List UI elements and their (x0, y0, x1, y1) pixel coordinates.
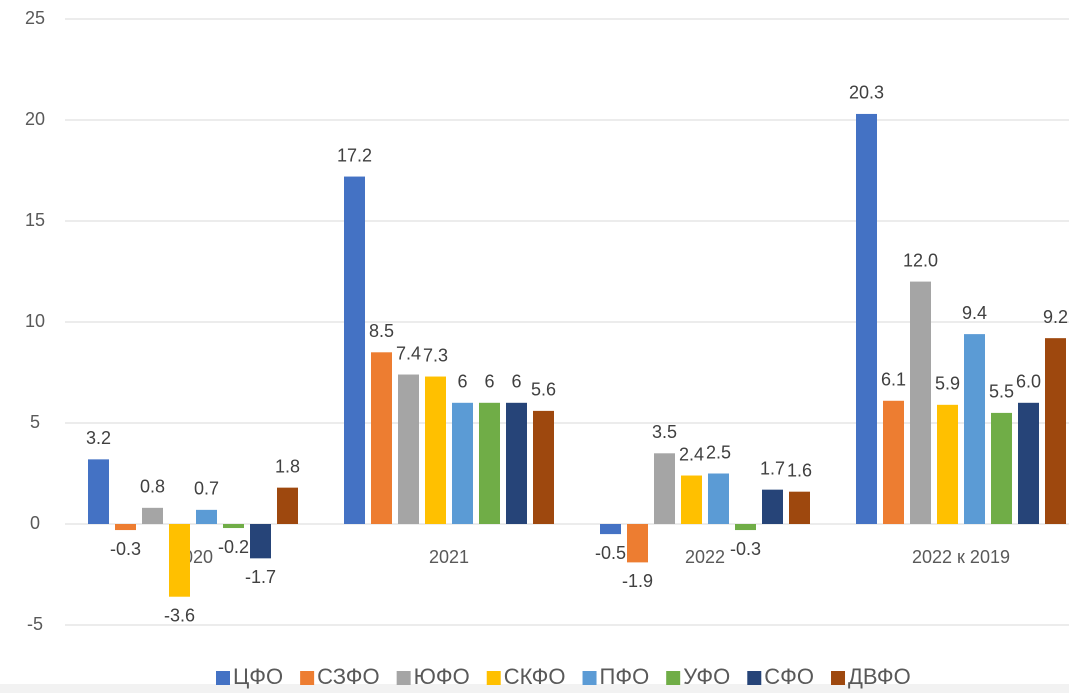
bar (964, 334, 985, 524)
legend-label: ЦФО (233, 664, 283, 689)
bar (425, 376, 446, 524)
legend-label: СЗФО (317, 664, 380, 689)
bar (681, 475, 702, 524)
bar (533, 410, 554, 524)
bar (600, 524, 621, 535)
data-label: -3.6 (164, 605, 195, 625)
bottom-strip (0, 684, 1069, 693)
data-label: -0.2 (218, 537, 249, 557)
legend-label: УФО (683, 664, 730, 689)
data-label: 6.1 (881, 370, 906, 390)
data-label: 8.5 (369, 321, 394, 341)
data-label: 7.4 (396, 343, 421, 363)
data-label: -0.5 (595, 543, 626, 563)
data-label: 0.8 (140, 477, 165, 497)
y-tick-label: 0 (30, 513, 40, 533)
data-label: 5.9 (935, 374, 960, 394)
legend-swatch (396, 671, 411, 685)
data-label: 17.2 (337, 145, 372, 165)
legend-swatch (666, 671, 681, 685)
bar (910, 281, 931, 524)
data-label: 6 (484, 372, 494, 392)
bar (762, 489, 783, 524)
data-label: -0.3 (110, 539, 141, 559)
bar (344, 176, 365, 524)
legend-swatch (747, 671, 762, 685)
bar (735, 524, 756, 531)
x-tick-label: 2021 (429, 547, 469, 567)
legend-label: ПФО (600, 664, 650, 689)
bar (398, 374, 419, 524)
legend-label: ДВФО (848, 664, 911, 689)
data-label: 20.3 (849, 83, 884, 103)
y-tick-label: -5 (27, 614, 43, 634)
bar (1018, 402, 1039, 524)
data-label: 2.4 (679, 444, 704, 464)
y-tick-label: 5 (30, 412, 40, 432)
bar (169, 524, 190, 597)
data-label: 6 (511, 372, 521, 392)
y-tick-label: 20 (25, 109, 45, 129)
bar (789, 491, 810, 524)
data-label: 1.7 (760, 458, 785, 478)
data-label: 9.2 (1043, 307, 1068, 327)
legend-label: СКФО (504, 664, 566, 689)
data-label: 1.6 (787, 460, 812, 480)
bar (856, 113, 877, 524)
data-label: 5.5 (989, 382, 1014, 402)
data-label: 3.2 (86, 428, 111, 448)
legend-swatch (831, 671, 846, 685)
bar (223, 524, 244, 529)
bar (991, 412, 1012, 524)
bar (506, 402, 527, 524)
legend-swatch (216, 671, 230, 685)
legend-swatch (582, 671, 597, 685)
bar (196, 509, 217, 524)
y-tick-label: 10 (25, 311, 45, 331)
bar (708, 473, 729, 524)
legend-label: ЮФО (414, 664, 470, 689)
data-label: -1.9 (622, 571, 653, 591)
x-tick-label: 2022 к 2019 (912, 547, 1010, 567)
data-label: -1.7 (245, 567, 276, 587)
bar (142, 507, 163, 524)
data-label: 12.0 (903, 250, 938, 270)
data-label: -0.3 (730, 539, 761, 559)
data-label: 6.0 (1016, 372, 1041, 392)
data-label: 5.6 (531, 380, 556, 400)
bar (937, 404, 958, 524)
bar (479, 402, 500, 524)
bar (1045, 338, 1066, 524)
data-label: 0.7 (194, 479, 219, 499)
y-tick-label: 25 (25, 8, 45, 28)
bar (250, 524, 271, 559)
x-tick-label: 2022 (685, 547, 725, 567)
data-label: 2.5 (706, 442, 731, 462)
bar (115, 524, 136, 531)
y-tick-label: 15 (25, 210, 45, 230)
data-label: 3.5 (652, 422, 677, 442)
bar (654, 453, 675, 524)
legend-label: СФО (764, 664, 814, 689)
bar (88, 459, 109, 524)
data-label: 7.3 (423, 345, 448, 365)
legend-swatch (300, 671, 315, 685)
legend-swatch (486, 671, 501, 685)
bar (371, 352, 392, 524)
data-label: 9.4 (962, 303, 987, 323)
bar (452, 402, 473, 524)
bar (883, 400, 904, 524)
bar (277, 487, 298, 524)
bar (627, 524, 648, 563)
data-label: 6 (457, 372, 467, 392)
data-label: 1.8 (275, 456, 300, 476)
